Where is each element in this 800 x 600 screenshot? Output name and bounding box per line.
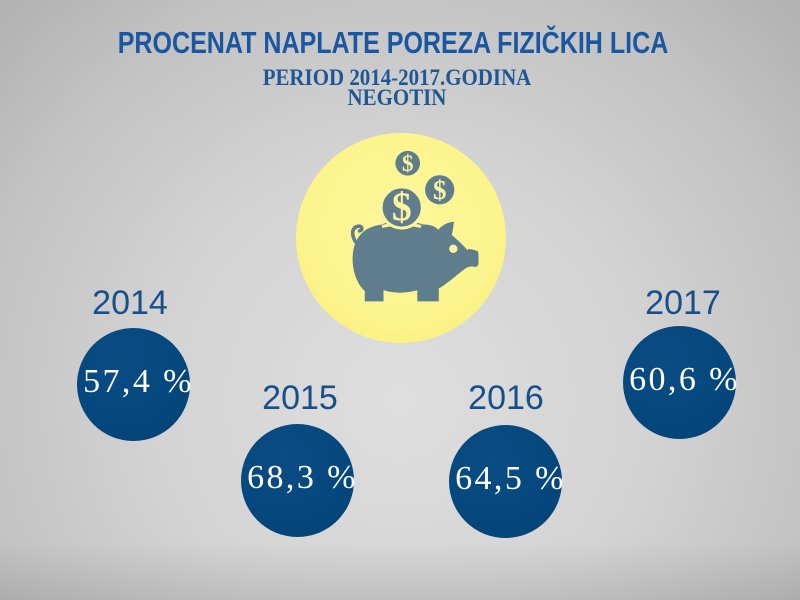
svg-text:$: $ — [402, 151, 414, 176]
svg-text:$: $ — [433, 175, 447, 205]
svg-text:$: $ — [392, 184, 412, 229]
